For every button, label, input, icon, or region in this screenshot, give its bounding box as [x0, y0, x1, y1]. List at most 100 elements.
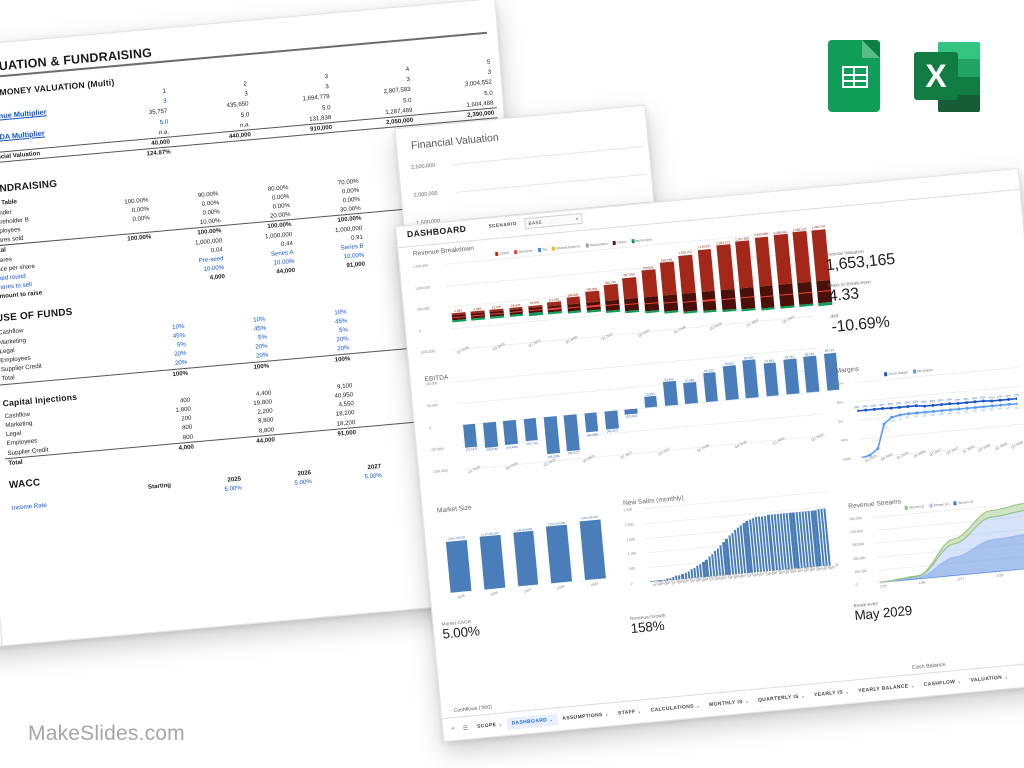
- bar: [643, 396, 658, 408]
- data-label: 19%: [971, 396, 978, 401]
- x-tick-label: Q1 2025: [467, 464, 481, 475]
- y-tick-label: 50,000: [426, 403, 438, 409]
- legend-item: Stream (2): [929, 502, 949, 508]
- legend-swatch: [585, 243, 589, 248]
- x-tick-label: Q3 2025: [505, 461, 519, 471]
- dashboard-body: Revenue Breakdown COGS Dividends Tax Intere…: [398, 190, 1024, 642]
- chevron-down-icon[interactable]: ▾: [499, 722, 502, 728]
- x-tick-label: Q1 2026: [528, 338, 542, 348]
- x-tick-label: 2029: [590, 581, 599, 588]
- data-label: 4%: [989, 408, 994, 413]
- legend-swatch: [953, 501, 958, 506]
- tab-yearly-is[interactable]: YEARLY IS ▾: [809, 686, 854, 702]
- tab-dashboard[interactable]: DASHBOARD ▾: [506, 713, 558, 731]
- y-tick-label: 0%: [838, 419, 844, 424]
- data-label: 4%: [981, 409, 986, 413]
- scenario-dropdown[interactable]: BASE ▾: [523, 212, 583, 229]
- bar: [622, 276, 639, 299]
- tab-cashflow[interactable]: CASHFLOW ▾: [918, 675, 966, 691]
- data-label: (43,096): [586, 431, 599, 437]
- tab-monthly-is[interactable]: MONTHLY IS ▾: [704, 695, 754, 712]
- data-label: (81,027): [567, 450, 580, 456]
- y-tick-label: 1,000,000: [414, 284, 431, 291]
- y-tick-label: 2,500: [623, 507, 633, 513]
- data-label: 20%: [929, 400, 936, 404]
- y-tick-label: 1,500: [626, 536, 636, 542]
- data-label: 24%: [853, 405, 860, 410]
- tab-quarterly-is[interactable]: QUARTERLY IS ▾: [753, 690, 810, 707]
- x-tick-label: Q1 2026: [543, 457, 557, 468]
- x-tick-label: 2025: [456, 593, 465, 600]
- data-label: 20%: [921, 400, 927, 405]
- y-tick-label: 500,000: [416, 306, 430, 312]
- x-tick-label: Q3 2028: [709, 321, 723, 332]
- data-label: 4%: [964, 411, 969, 415]
- chevron-down-icon[interactable]: ▾: [745, 698, 749, 705]
- bar-net-income-segment: [683, 310, 698, 314]
- x-tick-label: Q1 2028: [696, 443, 710, 453]
- bar-net-income-segment: [760, 306, 775, 311]
- bar: [523, 418, 539, 442]
- chevron-down-icon[interactable]: ▾: [911, 683, 915, 689]
- tab-valuation[interactable]: VALUATION ▾: [965, 671, 1013, 687]
- y-tick-label: 100,000: [854, 568, 867, 574]
- data-label: 4%: [956, 411, 961, 416]
- chevron-down-icon[interactable]: ▾: [1004, 674, 1008, 680]
- chevron-down-icon[interactable]: ▾: [605, 712, 609, 718]
- bar: [546, 524, 573, 584]
- tab-yearly-balance[interactable]: YEARLY BALANCE ▾: [853, 680, 920, 698]
- legend-item: COGS: [495, 251, 509, 256]
- sheet-tab-bar[interactable]: + ☰ SCOPE ▾ DASHBOARD ▾ ASSUMPTIONS ▾ STAFF ▾ CA…: [442, 659, 1024, 741]
- x-tick-label: Q1 2025: [455, 345, 470, 355]
- legend-swatch: [631, 239, 635, 243]
- legend-item: Tax: [537, 247, 547, 252]
- x-tick-label: 1/27: [957, 576, 965, 582]
- y-tick-label: 300,000: [851, 542, 865, 548]
- add-sheet-icon[interactable]: +: [451, 725, 456, 733]
- app-logos: X: [820, 40, 980, 112]
- x-tick-label: Q1 2029: [772, 436, 786, 446]
- new-sales-card: New Sales (monthly) 2,500 2,000 1,500 1,000…: [619, 481, 840, 606]
- kpi-column: Terminal Valuation 1,653,165 Years to Br…: [825, 246, 903, 345]
- tab-staff[interactable]: STAFF ▾: [613, 705, 647, 720]
- new-sales-plot: 2,500 2,000 1,500 1,000 500 0 Jan 25 Mar 25 May …: [623, 491, 840, 588]
- x-tick-label: Q3 2027: [657, 446, 672, 457]
- tab-label: STAFF: [617, 709, 636, 717]
- tab-assumptions[interactable]: ASSUMPTIONS ▾: [557, 708, 614, 725]
- legend-swatch: [551, 246, 556, 251]
- bar-net-income-segment: [644, 310, 659, 314]
- data-label: 19%: [963, 397, 969, 401]
- data-label: 4%: [997, 408, 1003, 412]
- chevron-down-icon[interactable]: ▾: [958, 679, 961, 685]
- data-label: 23%: [904, 401, 910, 405]
- y-tick-label: 100%: [834, 381, 844, 387]
- dashboard-spreadsheet[interactable]: DASHBOARD SCENARIO BASE ▾ Revenue Breakd…: [395, 167, 1024, 743]
- bar-net-income-segment: [703, 309, 718, 314]
- tab-scope[interactable]: SCOPE ▾: [472, 718, 508, 733]
- margins-plot: 100% 50% 0% -50% -100% 24% 24% 24% 24% 23% 23% 23% 2…: [835, 366, 1024, 463]
- chevron-down-icon[interactable]: ▾: [845, 689, 849, 695]
- legend-label: Stream (3): [958, 499, 974, 506]
- tab-calculations[interactable]: CALCULATIONS ▾: [645, 700, 705, 717]
- chevron-down-icon[interactable]: ▾: [696, 703, 700, 709]
- data-label: -77%: [881, 426, 888, 431]
- y-tick-label: 50%: [836, 400, 844, 405]
- data-label: 20%: [937, 399, 944, 403]
- bar: [763, 362, 779, 397]
- chevron-down-icon[interactable]: ▾: [801, 693, 805, 699]
- chevron-down-icon[interactable]: ▾: [549, 717, 553, 723]
- data-label: (10,442): [625, 413, 638, 419]
- bar: [543, 416, 560, 455]
- bar: [783, 358, 800, 395]
- kpi-revenue-growth: Revenue Growth 158%: [630, 613, 668, 636]
- bar: [716, 244, 735, 290]
- tab-label: MONTHLY IS: [708, 698, 744, 709]
- data-label: -1%: [897, 417, 903, 422]
- legend-label: Net Margin: [917, 367, 934, 374]
- y-tick-label: 0: [428, 425, 432, 431]
- chevron-down-icon[interactable]: ▾: [638, 709, 642, 715]
- excel-x-glyph: X: [925, 57, 947, 94]
- legend-label: Gross Margin: [888, 370, 908, 376]
- all-sheets-icon[interactable]: ☰: [462, 725, 469, 732]
- bar: [683, 382, 698, 405]
